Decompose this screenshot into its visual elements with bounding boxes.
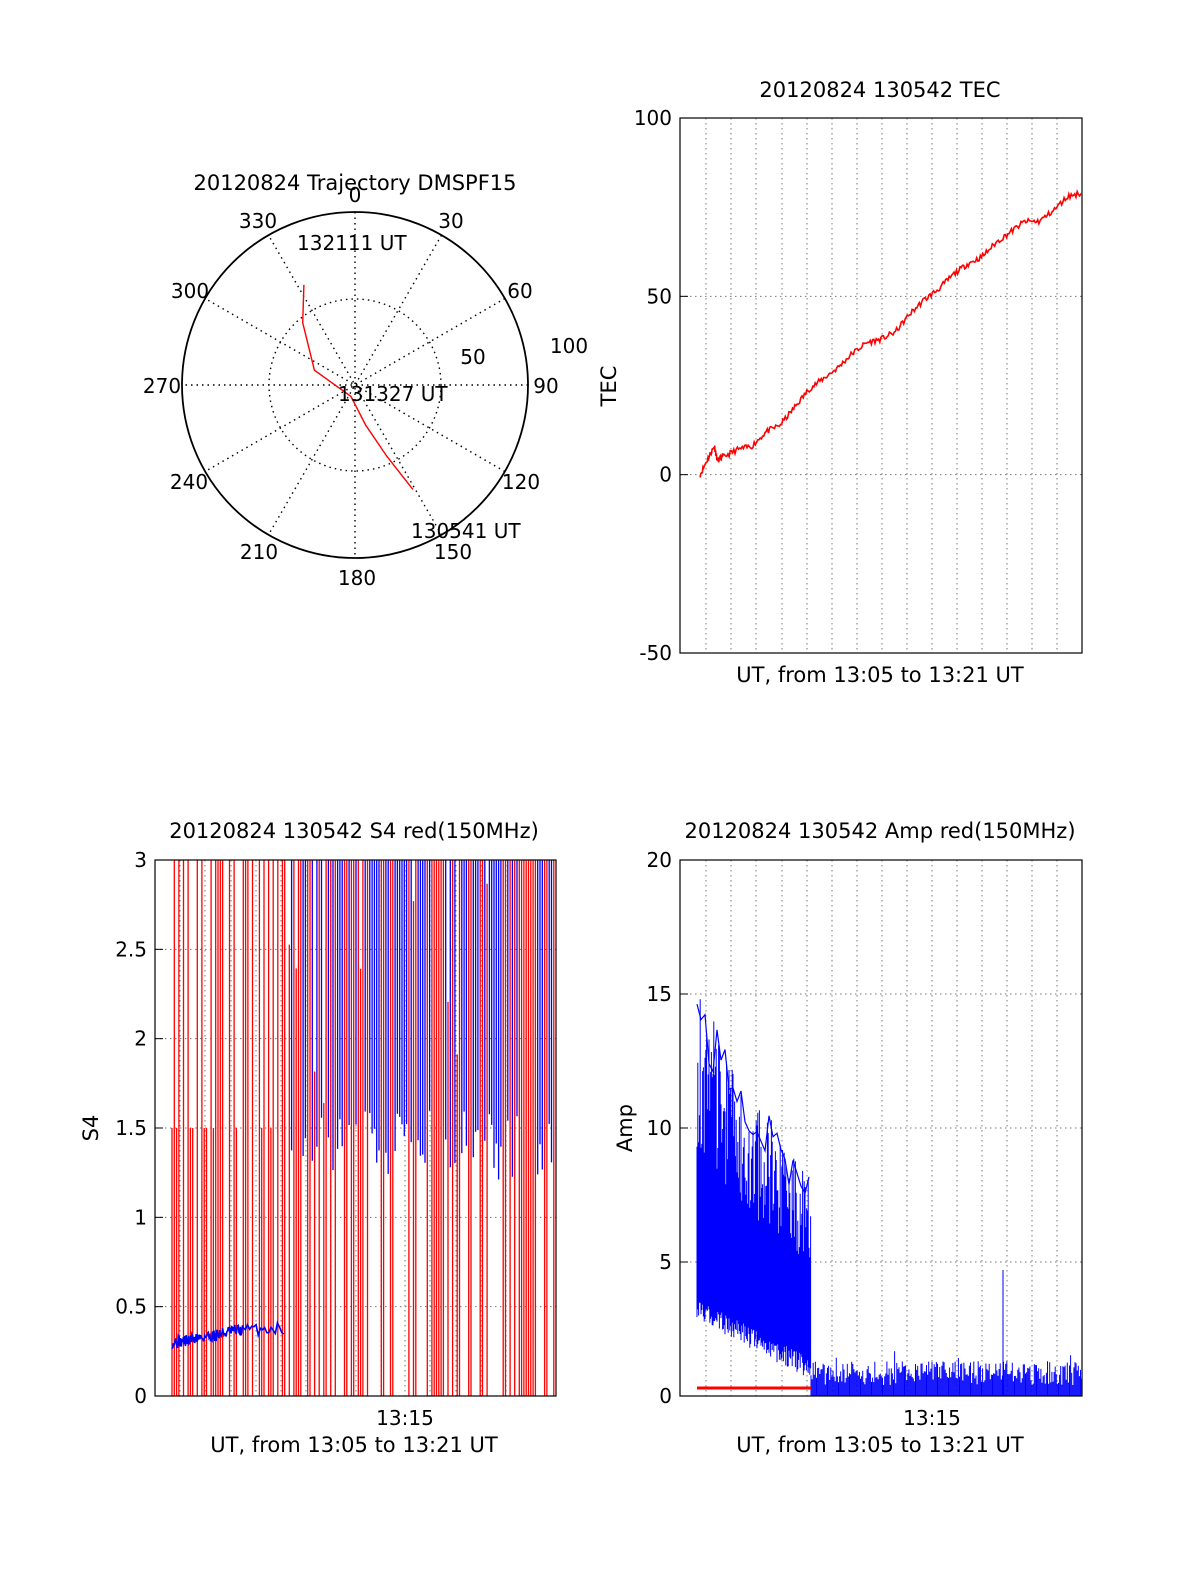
trajectory-track [301,284,414,490]
polar-angle-label-90: 90 [533,374,558,398]
tec-ytick-100: 100 [634,106,672,130]
polar-annotation-1: 132111 UT [297,231,407,255]
polar-angle-label-210: 210 [240,540,278,564]
tec-ytick-50: 50 [647,284,672,308]
polar-angle-label-270: 270 [143,374,181,398]
tec-panel: 20120824 130542 TEC -50 0 50 100 UT, from 1… [597,78,1083,687]
tec-frame [679,117,1083,654]
s4-ytick-0.5: 0.5 [115,1295,147,1319]
amp-ytick-5: 5 [659,1250,672,1274]
amp-ytick-20: 20 [647,848,672,872]
polar-title: 20120824 Trajectory DMSPF15 [193,171,516,195]
amp-ylabel: Amp [613,1104,637,1152]
polar-angle-label-120: 120 [502,470,540,494]
tec-series-line [699,188,1083,478]
polar-radius-label-50: 50 [460,345,485,369]
polar-annotation-2: 131327 UT [338,382,448,406]
polar-annotation-3: 130541 UT [411,519,521,543]
tec-ytick--50: -50 [639,641,672,665]
s4-panel: 20120824 130542 S4 red(150MHz) 0 0.5 1 1.5 2… [79,819,557,1457]
s4-ytick-3: 3 [134,848,147,872]
amp-ytick-0: 0 [659,1384,672,1408]
amp-ytick-10: 10 [647,1116,672,1140]
polar-angle-label-330: 330 [239,209,277,233]
polar-radius-label-100: 100 [550,334,588,358]
s4-ytick-1.5: 1.5 [115,1116,147,1140]
amp-blue-envelope-line [696,1003,810,1195]
s4-xtick-1315: 13:15 [376,1406,434,1430]
amp-ytick-15: 15 [647,982,672,1006]
amp-xtick-1315: 13:15 [903,1406,961,1430]
amp-blue-series-bars [696,999,1083,1396]
polar-angle-label-300: 300 [171,279,209,303]
amp-xlabel: UT, from 13:05 to 13:21 UT [736,1433,1024,1457]
polar-angle-label-0: 0 [349,183,362,207]
s4-ytick-2: 2 [134,1027,147,1051]
s4-ylabel: S4 [79,1115,103,1142]
s4-red-series-bars [171,860,555,1396]
polar-angle-label-150: 150 [434,540,472,564]
tec-title: 20120824 130542 TEC [759,78,1000,102]
polar-angle-label-30: 30 [438,209,463,233]
polar-angle-label-60: 60 [507,279,532,303]
s4-ytick-0: 0 [134,1384,147,1408]
amp-panel: 20120824 130542 Amp red(150MHz) 0 5 10 15 20… [613,819,1083,1457]
polar-panel: 20120824 Trajectory DMSPF15 0 30 60 90 120 15… [143,171,588,590]
s4-blue-series-bars [290,860,553,1180]
s4-ytick-1: 1 [134,1205,147,1229]
s4-ytick-2.5: 2.5 [115,937,147,961]
tec-ylabel: TEC [597,366,621,408]
polar-angle-label-240: 240 [170,470,208,494]
s4-title: 20120824 130542 S4 red(150MHz) [169,819,539,843]
amp-title: 20120824 130542 Amp red(150MHz) [684,819,1075,843]
polar-angle-label-180: 180 [338,566,376,590]
tec-xlabel: UT, from 13:05 to 13:21 UT [736,663,1024,687]
tec-ytick-0: 0 [659,463,672,487]
s4-blue-series-line [171,1320,285,1350]
s4-xlabel: UT, from 13:05 to 13:21 UT [210,1433,498,1457]
